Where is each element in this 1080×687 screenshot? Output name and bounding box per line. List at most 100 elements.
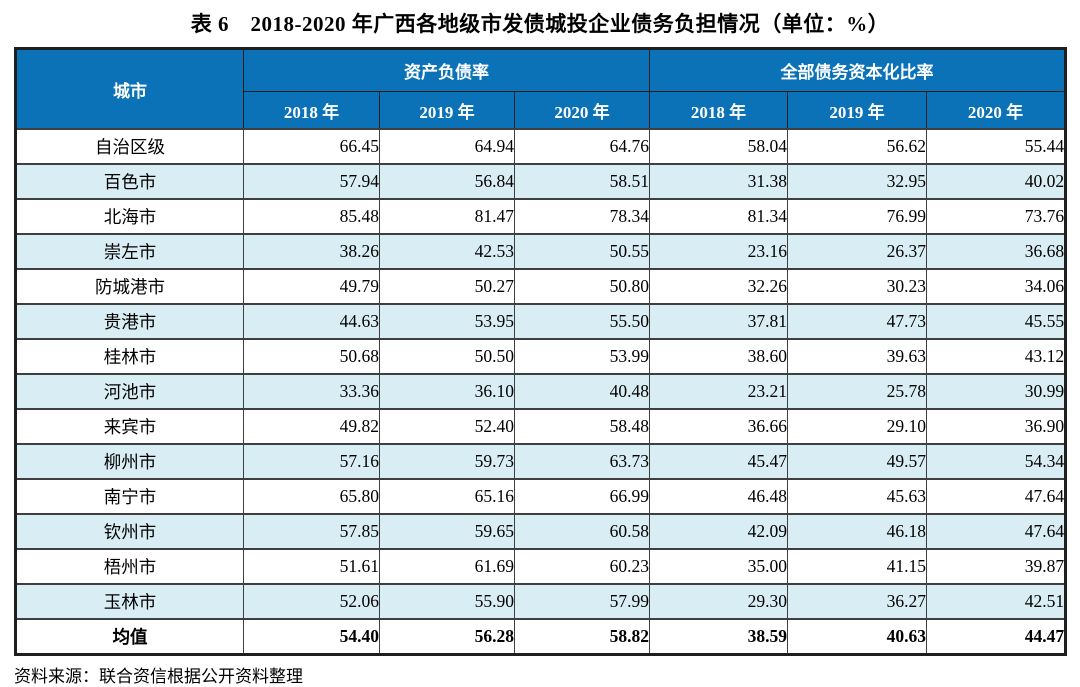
group-header-row: 城市 资产负债率 全部债务资本化比率 xyxy=(15,48,1067,130)
source-note: 资料来源：联合资信根据公开资料整理 xyxy=(14,667,303,686)
value-cell: 56.62 xyxy=(787,128,928,165)
value-cell: 23.21 xyxy=(649,373,789,410)
table-row: 来宾市 49.82 52.40 58.48 36.66 29.10 36.90 xyxy=(15,408,1067,445)
city-cell: 河池市 xyxy=(15,373,244,410)
table-body: 自治区级 66.45 64.94 64.76 58.04 56.62 55.44 百色市 57.… xyxy=(15,128,1067,656)
value-cell: 52.06 xyxy=(243,583,380,620)
value-cell: 57.16 xyxy=(243,443,380,480)
header-year: 2020 年 xyxy=(513,91,651,130)
value-cell: 49.82 xyxy=(243,408,380,445)
value-cell: 42.09 xyxy=(649,513,789,550)
value-cell: 40.02 xyxy=(926,163,1067,200)
value-cell: 57.99 xyxy=(513,583,651,620)
table-row-average: 均值 54.40 56.28 58.82 38.59 40.63 44.47 xyxy=(15,618,1067,656)
value-cell: 32.26 xyxy=(649,268,789,305)
value-cell: 38.60 xyxy=(649,338,789,375)
value-cell: 76.99 xyxy=(787,198,928,235)
value-cell: 50.27 xyxy=(379,268,515,305)
value-cell: 49.79 xyxy=(243,268,380,305)
value-cell: 33.36 xyxy=(243,373,380,410)
table-row: 自治区级 66.45 64.94 64.76 58.04 56.62 55.44 xyxy=(15,128,1067,165)
value-cell: 55.50 xyxy=(513,303,651,340)
value-cell: 81.47 xyxy=(379,198,515,235)
value-cell: 57.94 xyxy=(243,163,380,200)
value-cell: 41.15 xyxy=(787,548,928,585)
value-cell: 55.44 xyxy=(926,128,1067,165)
table-row: 南宁市 65.80 65.16 66.99 46.48 45.63 47.64 xyxy=(15,478,1067,515)
value-cell: 49.57 xyxy=(787,443,928,480)
value-cell: 58.82 xyxy=(513,618,651,656)
value-cell: 39.87 xyxy=(926,548,1067,585)
value-cell: 26.37 xyxy=(787,233,928,270)
debt-burden-table: 城市 资产负债率 全部债务资本化比率 2018 年 2019 年 2020 年 201… xyxy=(14,47,1068,656)
value-cell: 50.55 xyxy=(513,233,651,270)
value-cell: 85.48 xyxy=(243,198,380,235)
value-cell: 50.50 xyxy=(379,338,515,375)
header-year: 2018 年 xyxy=(243,91,380,130)
value-cell: 45.63 xyxy=(787,478,928,515)
header-year: 2019 年 xyxy=(787,91,928,130)
value-cell: 36.68 xyxy=(926,233,1067,270)
value-cell: 64.94 xyxy=(379,128,515,165)
value-cell: 54.40 xyxy=(243,618,380,656)
value-cell: 57.85 xyxy=(243,513,380,550)
table-row: 河池市 33.36 36.10 40.48 23.21 25.78 30.99 xyxy=(15,373,1067,410)
value-cell: 37.81 xyxy=(649,303,789,340)
table-row: 北海市 85.48 81.47 78.34 81.34 76.99 73.76 xyxy=(15,198,1067,235)
table-row: 钦州市 57.85 59.65 60.58 42.09 46.18 47.64 xyxy=(15,513,1067,550)
table-row: 梧州市 51.61 61.69 60.23 35.00 41.15 39.87 xyxy=(15,548,1067,585)
value-cell: 46.18 xyxy=(787,513,928,550)
value-cell: 47.64 xyxy=(926,513,1067,550)
value-cell: 81.34 xyxy=(649,198,789,235)
value-cell: 38.26 xyxy=(243,233,380,270)
value-cell: 59.65 xyxy=(379,513,515,550)
value-cell: 66.45 xyxy=(243,128,380,165)
city-cell: 贵港市 xyxy=(15,303,244,340)
value-cell: 58.04 xyxy=(649,128,789,165)
value-cell: 65.80 xyxy=(243,478,380,515)
value-cell: 34.06 xyxy=(926,268,1067,305)
value-cell: 39.63 xyxy=(787,338,928,375)
value-cell: 56.84 xyxy=(379,163,515,200)
table-row: 桂林市 50.68 50.50 53.99 38.60 39.63 43.12 xyxy=(15,338,1067,375)
value-cell: 29.10 xyxy=(787,408,928,445)
table-row: 崇左市 38.26 42.53 50.55 23.16 26.37 36.68 xyxy=(15,233,1067,270)
value-cell: 42.53 xyxy=(379,233,515,270)
city-cell: 均值 xyxy=(15,618,244,656)
city-cell: 来宾市 xyxy=(15,408,244,445)
year-header-row: 2018 年 2019 年 2020 年 2018 年 2019 年 2020 年 xyxy=(16,91,1067,130)
value-cell: 60.23 xyxy=(513,548,651,585)
value-cell: 35.00 xyxy=(649,548,789,585)
value-cell: 53.99 xyxy=(513,338,651,375)
city-cell: 梧州市 xyxy=(15,548,244,585)
table-row: 贵港市 44.63 53.95 55.50 37.81 47.73 45.55 xyxy=(15,303,1067,340)
value-cell: 36.66 xyxy=(649,408,789,445)
value-cell: 73.76 xyxy=(926,198,1067,235)
value-cell: 29.30 xyxy=(649,583,789,620)
value-cell: 30.23 xyxy=(787,268,928,305)
table-header: 城市 资产负债率 全部债务资本化比率 2018 年 2019 年 2020 年 201… xyxy=(15,48,1067,130)
value-cell: 58.51 xyxy=(513,163,651,200)
value-cell: 61.69 xyxy=(379,548,515,585)
value-cell: 45.47 xyxy=(649,443,789,480)
header-city: 城市 xyxy=(15,48,244,130)
header-year: 2020 年 xyxy=(926,91,1067,130)
value-cell: 44.63 xyxy=(243,303,380,340)
value-cell: 52.40 xyxy=(379,408,515,445)
city-cell: 防城港市 xyxy=(15,268,244,305)
header-year: 2019 年 xyxy=(379,91,515,130)
value-cell: 50.68 xyxy=(243,338,380,375)
value-cell: 53.95 xyxy=(379,303,515,340)
value-cell: 38.59 xyxy=(649,618,789,656)
city-cell: 钦州市 xyxy=(15,513,244,550)
table-title: 表 6 2018-2020 年广西各地级市发债城投企业债务负担情况（单位：%） xyxy=(190,12,890,36)
city-cell: 南宁市 xyxy=(15,478,244,515)
value-cell: 40.63 xyxy=(787,618,928,656)
value-cell: 42.51 xyxy=(926,583,1067,620)
value-cell: 51.61 xyxy=(243,548,380,585)
value-cell: 36.90 xyxy=(926,408,1067,445)
value-cell: 55.90 xyxy=(379,583,515,620)
value-cell: 44.47 xyxy=(926,618,1067,656)
value-cell: 25.78 xyxy=(787,373,928,410)
